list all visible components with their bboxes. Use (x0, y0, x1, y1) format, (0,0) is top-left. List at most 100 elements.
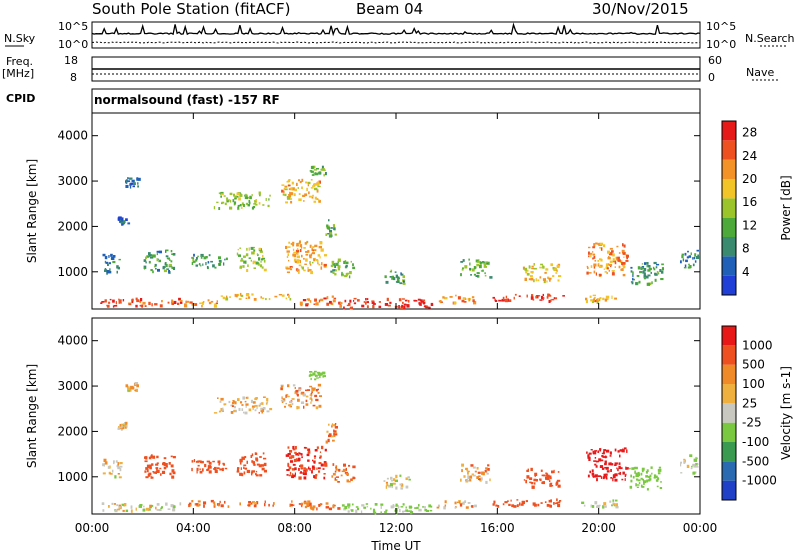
velocity-cell (309, 467, 311, 471)
power-cell (396, 278, 400, 282)
power-colorbar-label: Power [dB] (779, 175, 793, 240)
velocity-cell (594, 463, 597, 466)
power-cell (349, 299, 352, 303)
power-cell (300, 246, 303, 249)
power-cell (288, 267, 290, 270)
power-cell (611, 250, 614, 253)
power-cell (125, 179, 128, 181)
velocity-cell (351, 503, 354, 506)
power-cell (113, 305, 118, 307)
power-cell (119, 219, 122, 222)
power-cell (129, 185, 132, 189)
power-cell (197, 255, 199, 258)
velocity-cell (208, 465, 212, 469)
velocity-cell (306, 389, 311, 391)
power-cell (518, 295, 521, 297)
power-cell (163, 269, 167, 273)
power-cell (398, 305, 400, 309)
velocity-cell (311, 465, 315, 469)
power-cell (208, 254, 211, 257)
velocity-cell (559, 500, 562, 502)
velocity-cell (596, 478, 598, 482)
power-cell (685, 259, 688, 263)
velocity-cell (207, 468, 210, 470)
velocity-cell (606, 476, 608, 479)
power-cell (599, 265, 602, 268)
power-cell (592, 257, 594, 260)
power-cell (632, 274, 634, 278)
power-cell (261, 258, 264, 261)
power-cell (167, 301, 170, 304)
power-cell (554, 297, 558, 300)
velocity-cell (474, 504, 477, 508)
power-cell (191, 256, 194, 259)
power-cell (286, 271, 290, 274)
velocity-cell (605, 473, 608, 476)
velocity-cell (691, 465, 693, 468)
power-cell (173, 266, 176, 270)
power-cell (462, 259, 465, 262)
power-cell (299, 244, 303, 248)
power-cell (333, 224, 335, 228)
power-cell (365, 301, 367, 305)
velocity-cell (319, 455, 322, 458)
power-cell (259, 193, 261, 197)
velocity-cell (160, 507, 163, 509)
velocity-cell (239, 461, 242, 465)
power-cell (238, 298, 242, 301)
power-cell (595, 272, 597, 276)
power-cell (422, 299, 426, 302)
velocity-cell (165, 465, 168, 468)
power-cell (593, 270, 596, 274)
velocity-cell (480, 477, 483, 481)
power-cell (330, 227, 333, 229)
power-cell (323, 169, 326, 171)
power-cell (323, 263, 327, 267)
power-cell (617, 256, 620, 260)
power-cell (482, 269, 484, 272)
power-cell (533, 267, 537, 270)
velocity-cell (615, 503, 618, 507)
velocity-cell (244, 456, 247, 459)
power-cell (430, 302, 434, 306)
power-cell (310, 179, 313, 181)
velocity-cell (103, 463, 105, 467)
power-cell (168, 270, 170, 273)
power-cell (540, 263, 543, 266)
velocity-cell (424, 506, 426, 509)
power-cell (108, 262, 111, 265)
power-cell (240, 294, 244, 297)
power-cell (301, 186, 303, 190)
velocity-cell (683, 462, 686, 464)
power-cell (442, 296, 445, 299)
velocity-cell (243, 471, 246, 475)
velocity-cell (323, 476, 326, 480)
power-cell (169, 258, 171, 261)
velocity-cell (218, 460, 221, 464)
power-cell (179, 300, 183, 302)
power-cell (686, 256, 689, 259)
velocity-cell (553, 502, 555, 505)
velocity-cell (239, 502, 241, 506)
noise-ytick-top-right: 10^5 (706, 20, 737, 33)
velocity-cell (530, 481, 532, 484)
power-cell (236, 192, 240, 196)
power-cell (314, 244, 318, 247)
velocity-cell (303, 476, 307, 480)
velocity-cell (307, 500, 311, 503)
power-cell (344, 266, 348, 269)
velocity-cell (255, 397, 258, 400)
power-cell (681, 255, 684, 259)
power-colorbar-tick: 12 (742, 218, 757, 232)
velocity-cell (469, 475, 473, 479)
power-cell (423, 301, 425, 305)
power-cell (206, 266, 209, 269)
power-cell (296, 260, 300, 264)
velocity-cell (621, 449, 625, 453)
noise-sky-trace (91, 22, 701, 37)
velocity-cell (219, 500, 221, 504)
power-cell (547, 276, 550, 279)
velocity-cell (595, 460, 598, 463)
velocity-cell (265, 402, 268, 405)
velocity-cell (557, 501, 561, 504)
